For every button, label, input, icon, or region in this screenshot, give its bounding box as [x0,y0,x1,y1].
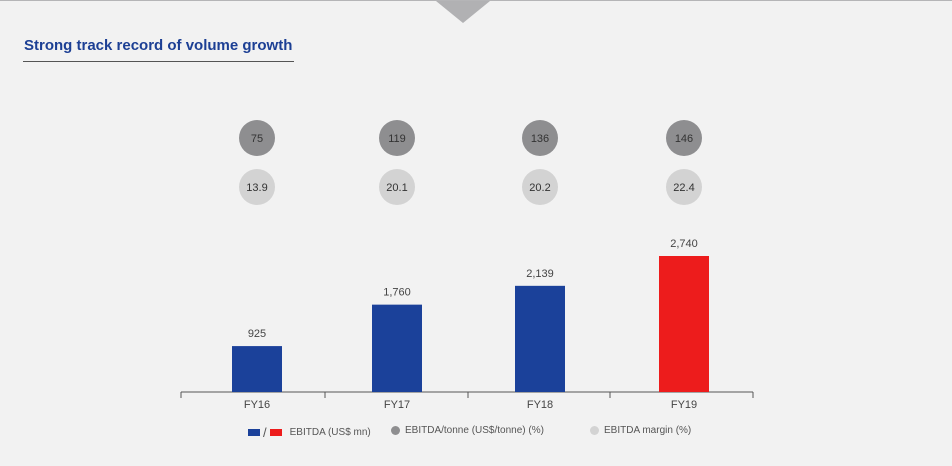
title-underline [23,61,294,62]
per-tonne-bubble [522,120,558,156]
x-tick-label: FY17 [384,399,410,411]
margin-value: 20.1 [386,182,407,194]
x-tick-label: FY16 [244,399,270,411]
notch-arrow-icon [436,1,490,23]
per-tonne-bubble [666,120,702,156]
bar-fy17 [372,304,422,392]
margin-bubble [379,169,415,205]
per-tonne-value: 75 [251,133,263,145]
legend-swatch-red [269,429,282,436]
legend-dot-light [590,426,599,435]
per-tonne-value: 136 [531,133,549,145]
bar-fy16 [232,346,282,392]
margin-bubble [666,169,702,205]
bar-value-label: 1,760 [383,287,411,299]
per-tonne-bubble [239,120,275,156]
bar-value-label: 2,740 [670,238,698,250]
x-tick-label: FY19 [671,399,697,411]
margin-bubble [239,169,275,205]
margin-value: 20.2 [529,182,550,194]
margin-value: 22.4 [673,182,694,194]
per-tonne-bubble [379,120,415,156]
bar-value-label: 925 [248,328,266,340]
legend-per-tonne: EBITDA/tonne (US$/tonne) (%) [391,425,544,436]
margin-value: 13.9 [246,182,267,194]
top-divider [0,0,952,1]
bar-fy19 [659,256,709,392]
legend-dot-dark [391,426,400,435]
x-tick-label: FY18 [527,399,553,411]
legend-slash: / [263,425,267,440]
legend-ebitda: / EBITDA (US$ mn) [248,425,371,440]
legend-swatch-blue [248,429,260,436]
bar-fy18 [515,285,565,392]
legend-margin: EBITDA margin (%) [590,425,691,436]
legend-label: EBITDA margin (%) [604,425,692,436]
bar-value-label: 2,139 [526,268,554,280]
legend-label: EBITDA (US$ mn) [289,427,371,438]
per-tonne-value: 146 [675,133,693,145]
per-tonne-value: 119 [388,133,406,145]
margin-bubble [522,169,558,205]
legend-label: EBITDA/tonne (US$/tonne) (%) [405,425,544,436]
chart-title: Strong track record of volume growth [24,37,293,54]
